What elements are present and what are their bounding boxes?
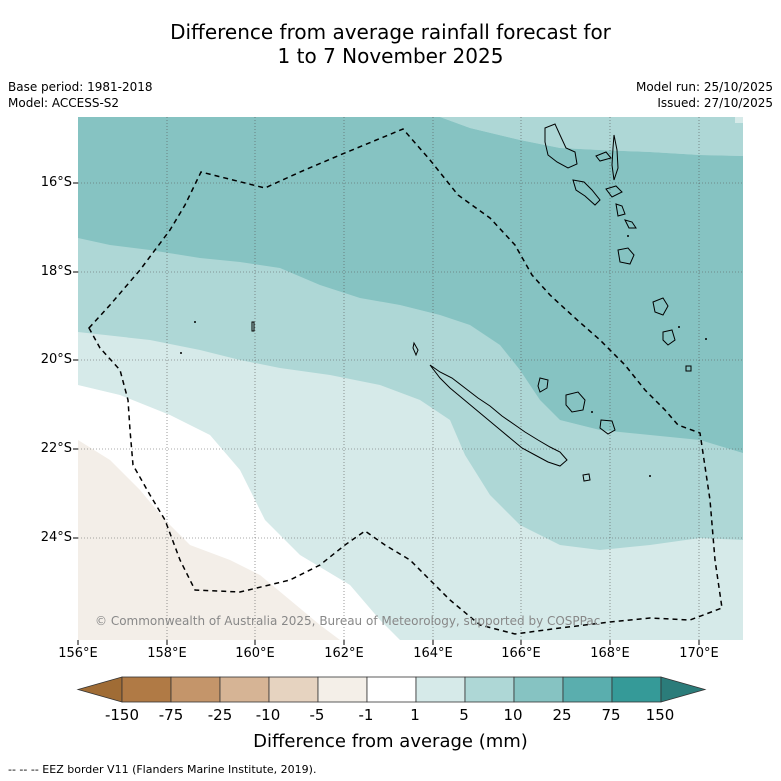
cb-label-0: -150 [104, 706, 140, 724]
vanuatu-epi [615, 203, 626, 217]
vanuatu-maewo [611, 134, 619, 181]
cb-label-8: 10 [503, 706, 523, 724]
rennell-island [251, 321, 255, 332]
lat-label-18: 18°S [40, 264, 72, 279]
islet-2 [180, 352, 182, 354]
colorbar-swatch-7 [415, 676, 466, 703]
base-period: Base period: 1981-2018 [8, 80, 153, 94]
band-corner-light [735, 117, 743, 123]
colorbar-swatch-6 [366, 676, 417, 703]
lat-label-24: 24°S [40, 530, 72, 545]
vanuatu-ambae [595, 151, 612, 162]
colorbar-swatch-5 [317, 676, 368, 703]
cb-label-1: -75 [158, 706, 184, 724]
colorbar-swatch-1 [121, 676, 172, 703]
title-line-2: 1 to 7 November 2025 [277, 44, 504, 68]
colorbar-swatch-10 [562, 676, 613, 703]
loyalty-mare [599, 419, 616, 435]
isle-of-pines [582, 473, 591, 482]
title-line-1: Difference from average rainfall forecas… [170, 20, 611, 44]
lon-label-168: 168°E [590, 646, 630, 661]
lat-label-20: 20°S [40, 352, 72, 367]
new-caledonia-outline [429, 364, 568, 467]
copyright-notice: © Commonwealth of Australia 2025, Bureau… [95, 614, 601, 628]
vanuatu-tanna [662, 329, 676, 346]
islet-3 [678, 326, 680, 328]
lon-label-158: 158°E [147, 646, 187, 661]
cb-label-5: -1 [358, 706, 374, 724]
colorbar-extend-high [660, 676, 707, 703]
eez-legend-footer: -- -- -- EEZ border V11 (Flanders Marine… [8, 763, 317, 776]
cb-label-10: 75 [601, 706, 621, 724]
colorbar-title: Difference from average (mm) [253, 731, 528, 752]
rainfall-bands [78, 117, 743, 640]
model-run: Model run: 25/10/2025 [635, 80, 773, 94]
cb-label-7: 5 [459, 706, 469, 724]
vanuatu-erromango [652, 297, 669, 316]
small-islets [180, 235, 707, 477]
belep-islands [412, 341, 419, 357]
colorbar-swatch-3 [219, 676, 270, 703]
cb-label-4: -5 [309, 706, 325, 724]
lat-label-22: 22°S [40, 441, 72, 456]
colorbar-swatch-9 [513, 676, 564, 703]
cb-label-6: 1 [410, 706, 420, 724]
vanuatu-aneityum [685, 365, 692, 372]
model-name: Model: ACCESS-S2 [8, 96, 120, 110]
colorbar-swatch-2 [170, 676, 221, 703]
band-light-brown [78, 440, 340, 640]
cb-label-11: 150 [645, 706, 675, 724]
lat-label-16: 16°S [40, 175, 72, 190]
colorbar-swatch-11 [611, 676, 662, 703]
issued-date: Issued: 27/10/2025 [657, 96, 773, 110]
colorbar-swatch-4 [268, 676, 319, 703]
islet-5 [649, 475, 651, 477]
lon-label-162: 162°E [324, 646, 364, 661]
lon-label-160: 160°E [235, 646, 275, 661]
loyalty-lifou [565, 391, 586, 413]
vanuatu-espiritu-santo [544, 123, 578, 169]
coastlines [251, 123, 692, 482]
vanuatu-efate [617, 247, 635, 265]
cb-label-3: -10 [255, 706, 281, 724]
map-title: Difference from average rainfall forecas… [0, 20, 781, 68]
loyalty-ouvea [537, 377, 549, 393]
meta-left: Base period: 1981-2018 Model: ACCESS-S2 [8, 79, 153, 111]
islet-4 [705, 338, 707, 340]
cb-label-9: 25 [552, 706, 572, 724]
lon-label-170: 170°E [679, 646, 719, 661]
lon-label-164: 164°E [413, 646, 453, 661]
colorbar-extend-low [76, 676, 123, 703]
islet-7 [627, 235, 629, 237]
axis-ticks [73, 182, 700, 645]
vanuatu-malakula [572, 179, 601, 206]
band-topright-mid [440, 117, 743, 156]
cb-label-2: -25 [207, 706, 233, 724]
vanuatu-shepherd [624, 219, 637, 229]
colorbar [76, 676, 707, 703]
meta-right: Model run: 25/10/2025 Issued: 27/10/2025 [636, 79, 773, 111]
band-dark-teal [78, 117, 743, 453]
islet-1 [194, 321, 196, 323]
lon-label-156: 156°E [58, 646, 98, 661]
islet-6 [591, 411, 593, 413]
lon-label-166: 166°E [501, 646, 541, 661]
eez-border [88, 128, 723, 635]
colorbar-swatch-8 [464, 676, 515, 703]
grid-lines [78, 117, 743, 640]
vanuatu-ambrym [605, 185, 623, 198]
